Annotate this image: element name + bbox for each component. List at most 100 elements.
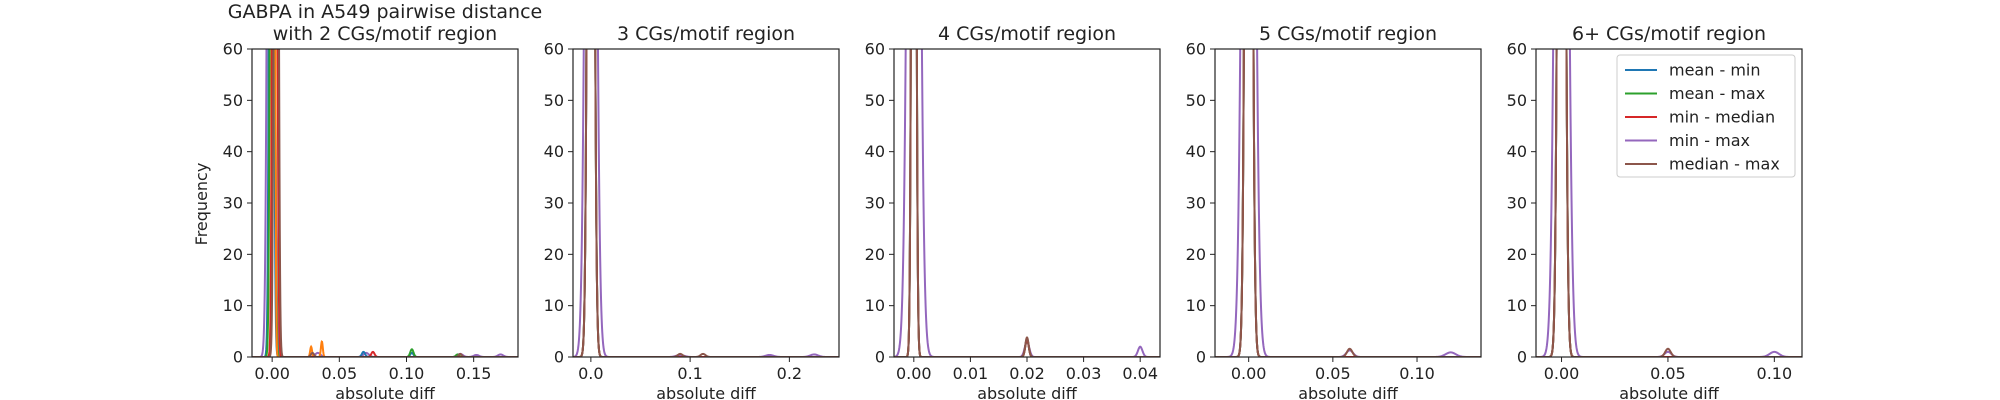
y-tick-label: 60	[865, 40, 885, 59]
y-tick-label: 0	[875, 348, 885, 367]
y-tick-label: 20	[1186, 245, 1206, 264]
y-tick-label: 10	[865, 296, 885, 315]
y-tick-label: 50	[1507, 91, 1527, 110]
series-line-mean-min	[894, 49, 1160, 357]
axes-frame	[572, 48, 840, 358]
x-tick-label: 0.00	[1231, 364, 1267, 383]
x-tick-label: 0.10	[1757, 364, 1793, 383]
y-tick-label: 50	[865, 91, 885, 110]
subplot-title: 4 CGs/motif region	[938, 23, 1116, 45]
x-axis-label: absolute diff	[656, 384, 756, 400]
x-tick-label: 0.00	[896, 364, 932, 383]
y-tick-label: 20	[544, 245, 564, 264]
axes-frame	[893, 48, 1161, 358]
x-tick-label: 0.1	[677, 364, 702, 383]
y-tick-label: 40	[1507, 142, 1527, 161]
y-tick-label: 20	[223, 245, 243, 264]
series-line-mean-max	[1536, 49, 1802, 357]
y-tick-label: 60	[223, 40, 243, 59]
series-line-median-max	[1536, 49, 1802, 357]
series-line-orange	[252, 49, 518, 357]
x-tick-label: 0.2	[777, 364, 802, 383]
subplot-5: 0 10 20 30 40 50 60 0.00 0.05 0.10 absolute diff 6+…	[1507, 23, 1803, 400]
series-line-mean-min	[1536, 49, 1802, 357]
y-tick-label: 10	[223, 296, 243, 315]
y-tick-label: 0	[554, 348, 564, 367]
subplot-title: 5 CGs/motif region	[1259, 23, 1437, 45]
y-tick-label: 0	[1517, 348, 1527, 367]
y-tick-label: 60	[1186, 40, 1206, 59]
series-group	[252, 49, 518, 357]
x-tick-label: 0.03	[1066, 364, 1102, 383]
subplot-title-line: 6+ CGs/motif region	[1572, 23, 1766, 45]
series-line-mean-max	[894, 49, 1160, 357]
y-tick-label: 30	[865, 194, 885, 213]
series-line-mean-max	[573, 49, 839, 357]
x-tick-label: 0.15	[456, 364, 492, 383]
subplot-title-line: GABPA in A549 pairwise distance	[228, 1, 542, 23]
series-line-min-max	[1536, 49, 1802, 357]
subplot-title: 6+ CGs/motif region	[1572, 23, 1766, 45]
y-tick-label: 20	[1507, 245, 1527, 264]
legend: mean - min mean - max min - median min - ma…	[1616, 54, 1796, 178]
x-tick-label: 0.0	[578, 364, 603, 383]
series-group	[573, 49, 839, 357]
legend-label: min - max	[1669, 131, 1750, 150]
x-tick-label: 0.00	[254, 364, 290, 383]
x-tick-label: 0.10	[1399, 364, 1435, 383]
y-axis-label: Frequency	[192, 163, 211, 246]
x-tick-label: 0.05	[322, 364, 358, 383]
subplot-1: 0 10 20 30 40 50 60 0.00 0.05 0.10 0.15 absolute di…	[223, 1, 543, 400]
y-tick-label: 40	[223, 142, 243, 161]
y-tick-label: 20	[865, 245, 885, 264]
series-line-median-max	[573, 49, 839, 357]
y-tick-label: 40	[544, 142, 564, 161]
series-line-min-median	[252, 49, 518, 357]
x-axis-label: absolute diff	[977, 384, 1077, 400]
y-tick-label: 0	[1196, 348, 1206, 367]
y-tick-label: 40	[865, 142, 885, 161]
x-axis-label: absolute diff	[1298, 384, 1398, 400]
subplot-3: 0 10 20 30 40 50 60 0.00 0.01 0.02 0.03 0.04 absolut…	[865, 23, 1161, 400]
legend-label: min - median	[1669, 108, 1775, 127]
series-line-min-max	[252, 49, 518, 357]
x-tick-label: 0.05	[1650, 364, 1686, 383]
series-line-min-median	[573, 49, 839, 357]
y-tick-label: 50	[1186, 91, 1206, 110]
y-tick-label: 50	[544, 91, 564, 110]
series-line-mean-max	[252, 49, 518, 357]
subplot-2: 0 10 20 30 40 50 60 0.0 0.1 0.2 absolute diff 3 CGs…	[544, 23, 840, 400]
y-tick-label: 60	[1507, 40, 1527, 59]
x-tick-label: 0.00	[1544, 364, 1580, 383]
x-tick-label: 0.02	[1009, 364, 1045, 383]
y-tick-label: 40	[1186, 142, 1206, 161]
legend-label: mean - max	[1669, 84, 1765, 103]
series-line-min-median	[1536, 49, 1802, 357]
y-tick-label: 60	[544, 40, 564, 59]
legend-label: median - max	[1669, 155, 1780, 174]
series-line-median-max	[252, 49, 518, 357]
x-axis-label: absolute diff	[335, 384, 435, 400]
series-line-min-median	[894, 49, 1160, 357]
x-tick-label: 0.05	[1315, 364, 1351, 383]
subplot-title: GABPA in A549 pairwise distance with 2 CG…	[228, 1, 542, 45]
series-line-mean-min	[573, 49, 839, 357]
y-tick-label: 50	[223, 91, 243, 110]
y-tick-label: 30	[1186, 194, 1206, 213]
subplot-title: 3 CGs/motif region	[617, 23, 795, 45]
x-tick-label: 0.01	[953, 364, 989, 383]
series-group	[1536, 49, 1802, 357]
subplot-title-line: 5 CGs/motif region	[1259, 23, 1437, 45]
legend-label: mean - min	[1669, 61, 1761, 80]
x-tick-label: 0.10	[389, 364, 425, 383]
series-line-min-max	[573, 49, 839, 357]
series-line-median-max	[1215, 49, 1481, 357]
subplot-title-line: with 2 CGs/motif region	[273, 23, 497, 45]
y-tick-label: 10	[544, 296, 564, 315]
axes-frame	[251, 48, 519, 358]
y-tick-label: 0	[233, 348, 243, 367]
legend-frame	[1616, 54, 1796, 178]
subplot-title-line: 3 CGs/motif region	[617, 23, 795, 45]
